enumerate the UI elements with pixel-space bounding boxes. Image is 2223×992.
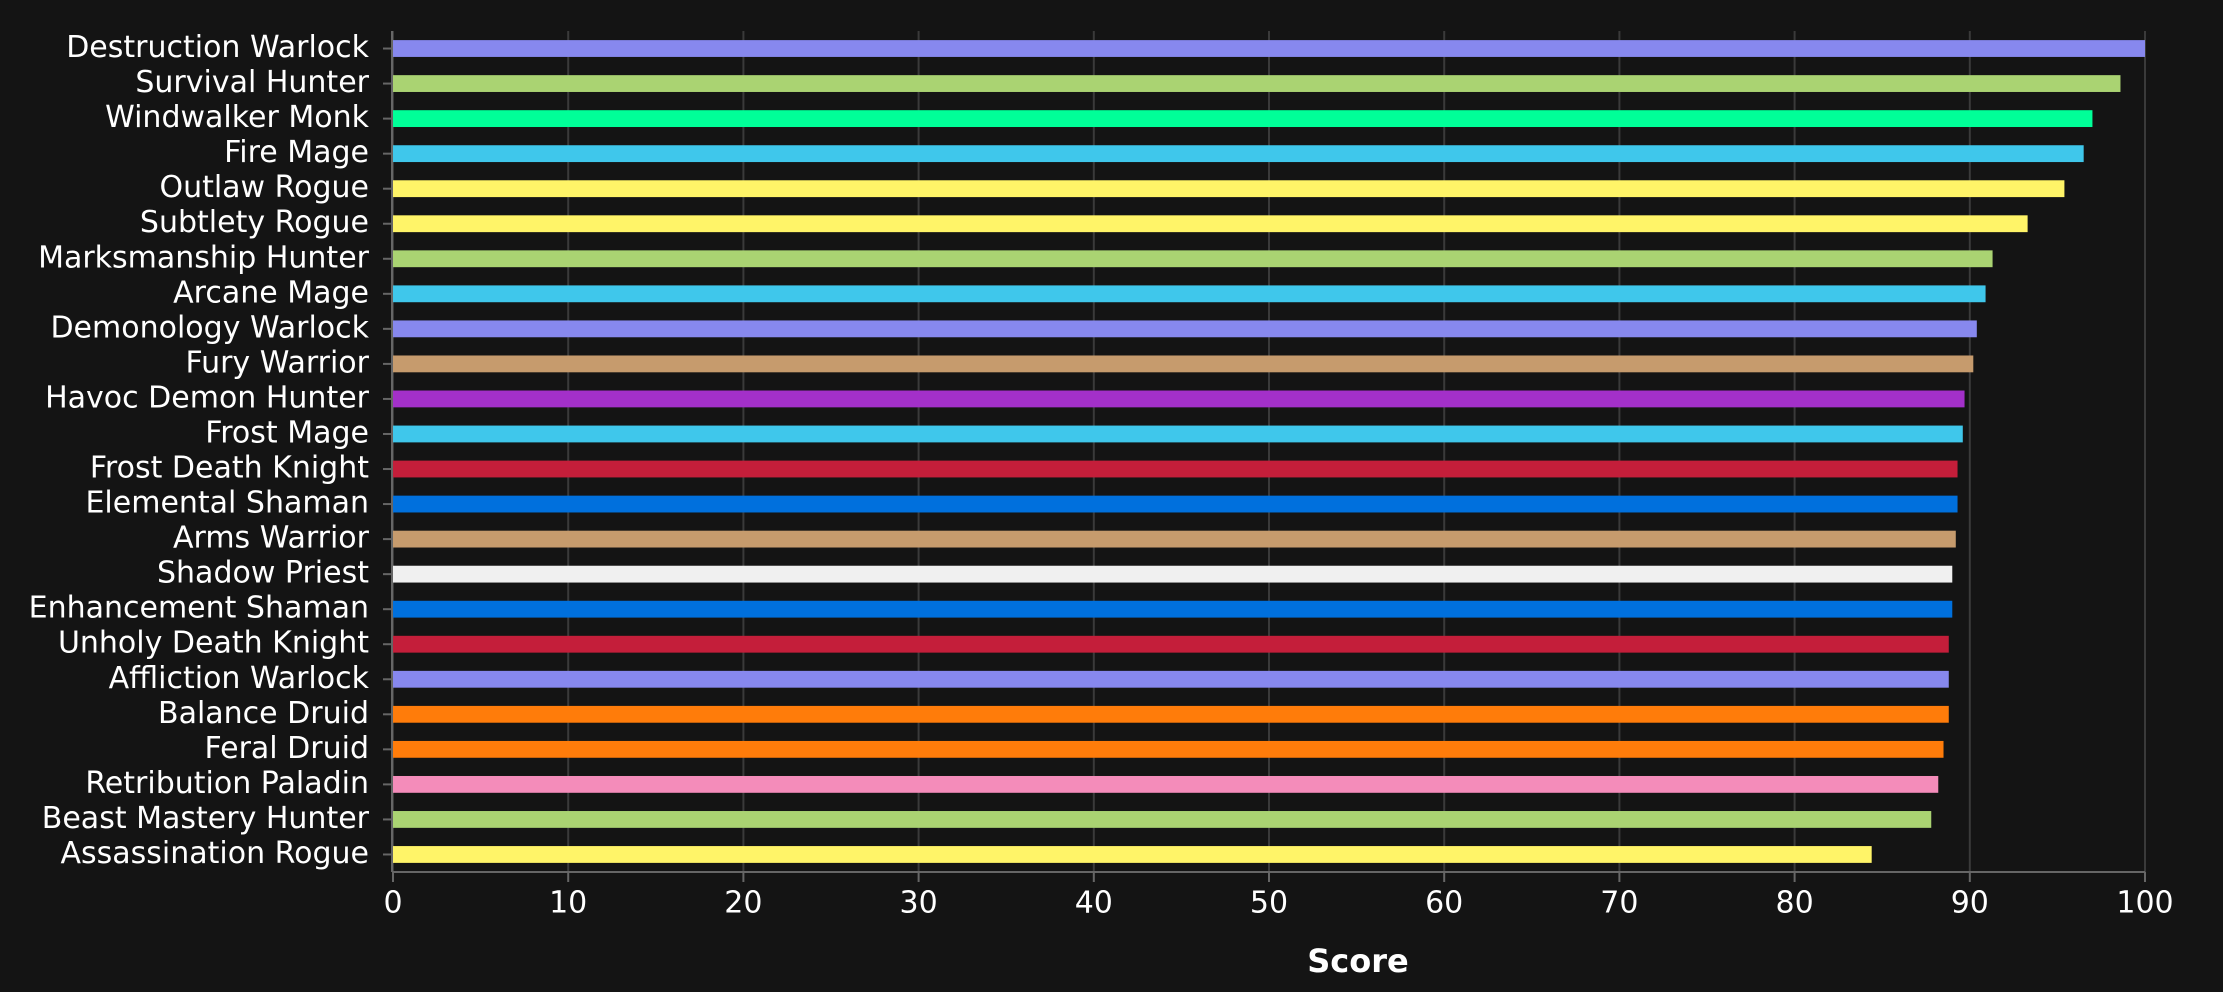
y-tick-label: Havoc Demon Hunter [45,380,370,415]
bar [393,775,1939,793]
y-tick-label: Outlaw Rogue [159,170,369,205]
bar [393,600,1953,618]
y-tick-label: Assassination Rogue [60,836,369,871]
x-tick-label: 40 [1075,886,1113,921]
bar [393,565,1953,583]
y-tick-label: Fire Mage [224,135,369,170]
bar [393,705,1949,723]
bar [393,355,1974,373]
bar [393,250,1993,268]
x-tick-label: 70 [1600,886,1638,921]
y-tick-label: Retribution Paladin [85,766,369,801]
y-tick-label: Beast Mastery Hunter [42,801,370,836]
y-tick-label: Destruction Warlock [66,30,369,65]
bar [393,285,1986,303]
bar [393,740,1944,758]
bar [393,530,1956,548]
bar [393,495,1958,513]
bar [393,40,2145,57]
y-tick-label: Marksmanship Hunter [38,240,370,275]
bar [393,215,2028,233]
bar [393,320,1977,338]
y-tick-label: Fury Warrior [185,345,369,380]
x-tick-label: 90 [1951,886,1989,921]
y-tick-label: Feral Druid [205,731,370,766]
x-tick-label: 60 [1425,886,1463,921]
y-tick-label: Demonology Warlock [50,310,369,345]
bar [393,390,1965,408]
y-tick-label: Survival Hunter [135,65,369,100]
y-tick-label: Shadow Priest [157,556,369,591]
x-tick-label: 0 [383,886,402,921]
bar [393,145,2084,163]
y-tick-label: Subtlety Rogue [140,205,369,240]
x-tick-label: 30 [900,886,938,921]
y-tick-label: Windwalker Monk [105,100,370,135]
x-tick-label: 100 [2116,886,2173,921]
y-tick-label: Frost Death Knight [90,451,369,486]
bar [393,635,1949,653]
y-tick-label: Arms Warrior [173,521,370,556]
x-tick-label: 20 [724,886,762,921]
bar [393,846,1872,863]
y-tick-label: Balance Druid [158,696,369,731]
bar [393,425,1963,443]
x-tick-label: 10 [549,886,587,921]
y-tick-label: Affliction Warlock [109,661,370,696]
y-tick-label: Enhancement Shaman [29,591,369,626]
bar [393,75,2121,92]
y-tick-label: Frost Mage [205,415,369,450]
x-tick-label: 50 [1250,886,1288,921]
x-axis-title: Score [1307,942,1408,980]
y-tick-label: Arcane Mage [173,275,369,310]
bar [393,811,1932,828]
bar [393,670,1949,688]
bar [393,110,2093,128]
y-tick-label: Elemental Shaman [85,486,369,521]
y-tick-label: Unholy Death Knight [58,626,369,661]
x-tick-label: 80 [1776,886,1814,921]
bar [393,180,2065,198]
bar [393,460,1958,478]
